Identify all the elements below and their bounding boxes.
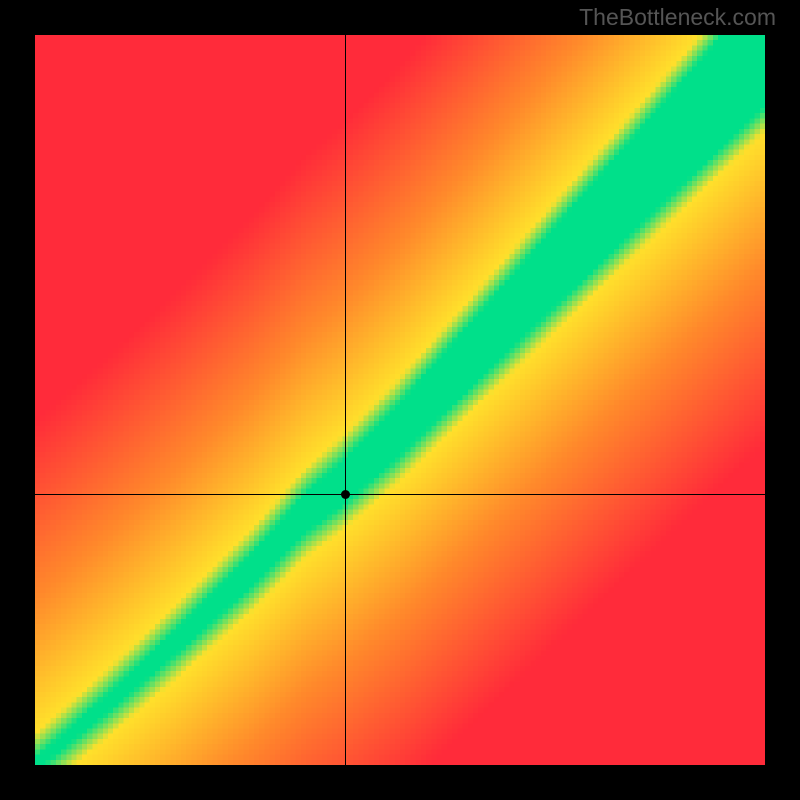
watermark-text: TheBottleneck.com bbox=[579, 4, 776, 31]
crosshair-vertical bbox=[345, 35, 346, 765]
heatmap-canvas bbox=[35, 35, 765, 765]
heatmap-canvas-holder bbox=[35, 35, 765, 765]
crosshair-horizontal bbox=[35, 494, 765, 495]
